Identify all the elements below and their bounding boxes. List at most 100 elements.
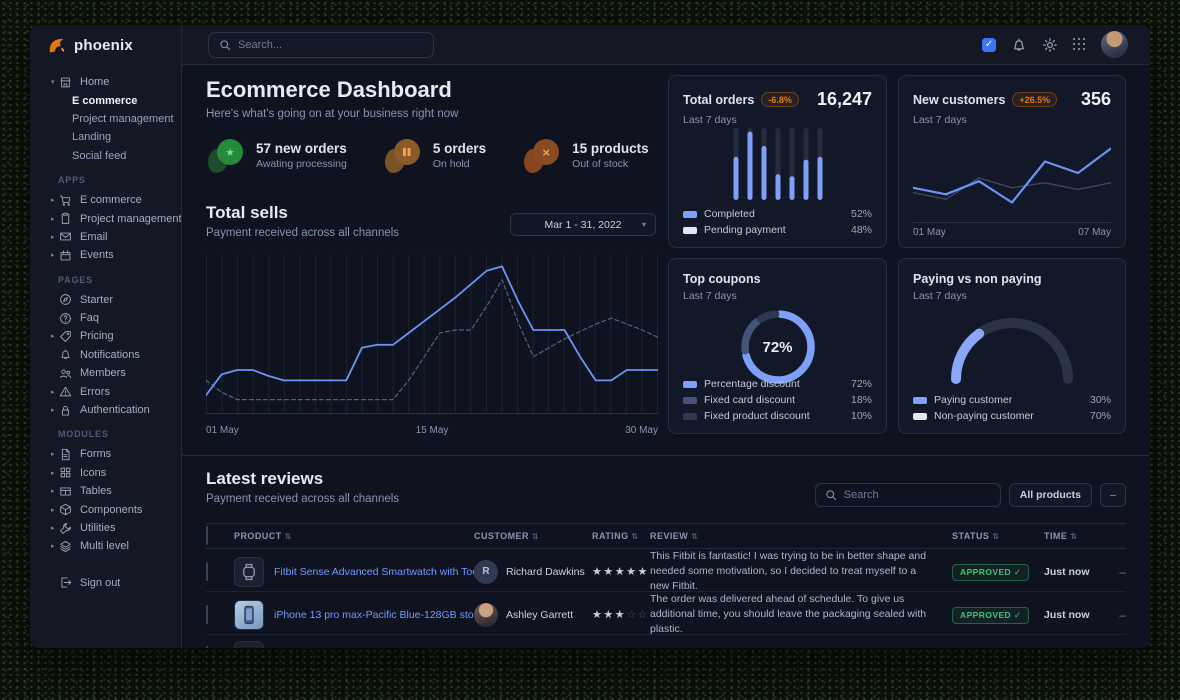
caret-right-icon: ▸ (51, 215, 55, 223)
sidebar-item-utilities[interactable]: ▸ Utilities (30, 519, 181, 537)
sidebar-item-pricing[interactable]: ▸ Pricing (30, 327, 181, 345)
row-menu[interactable]: – (1119, 607, 1126, 622)
card-title: Top coupons (683, 272, 761, 286)
customer-name: Richard Dawkins (506, 565, 585, 578)
page-title: Ecommerce Dashboard (206, 77, 452, 102)
stat-out-of-stock: × 15 products Out of stock (524, 137, 649, 173)
global-search[interactable] (208, 31, 434, 58)
sort-icon[interactable]: ⇅ (992, 532, 1000, 541)
column-header-rating[interactable]: RATING ⇅ (592, 531, 639, 541)
row-checkbox[interactable] (206, 604, 208, 624)
table-header-row: PRODUCT ⇅ CUSTOMER ⇅ RATING ⇅ REVIEW ⇅ STATUS ⇅ TI… (206, 523, 1126, 549)
new-customers-line-chart (911, 128, 1113, 220)
sidebar-item-email[interactable]: ▸ Email (30, 228, 181, 246)
sidebar-item-tables[interactable]: ▸ Tables (30, 482, 181, 500)
tag-icon (59, 330, 72, 343)
review-time: Just now (1044, 565, 1090, 578)
reviews-search-input[interactable] (843, 489, 991, 501)
caret-down-icon: ▾ (51, 79, 55, 87)
sidebar-item-faq[interactable]: Faq (30, 309, 181, 327)
user-avatar[interactable] (1101, 31, 1128, 58)
sort-icon[interactable]: ⇅ (284, 532, 292, 541)
customer-name: Ashley Garrett (506, 608, 574, 621)
sidebar-item-icons[interactable]: ▸ Icons (30, 464, 181, 482)
table-row: iPhone 13 pro max-Pacific Blue-128GB sto… (206, 592, 1126, 635)
legend-swatch (683, 396, 697, 404)
legend-swatch (683, 226, 697, 234)
sort-icon[interactable]: ⇅ (631, 532, 639, 541)
sort-icon[interactable]: ⇅ (691, 532, 699, 541)
row-menu[interactable]: – (1119, 564, 1126, 579)
sidebar-subitem-e-commerce[interactable]: E commerce (72, 94, 138, 107)
more-options-button[interactable]: – (1100, 483, 1126, 507)
sidebar-item-errors[interactable]: ▸ Errors (30, 382, 181, 400)
sidebar-item-forms[interactable]: ▸ Forms (30, 445, 181, 463)
legend-row: Fixed product discount 10% (683, 410, 872, 422)
review-time: Just now (1044, 608, 1090, 621)
legend-swatch (683, 380, 697, 388)
sidebar-item-label: Faq (80, 312, 99, 325)
customer-avatar (474, 602, 498, 627)
sort-icon[interactable]: ⇅ (1070, 532, 1078, 541)
legend-swatch (683, 412, 697, 420)
brand-name: phoenix (74, 36, 133, 54)
sidebar-subitem-landing[interactable]: Landing (72, 131, 112, 144)
sidebar-item-project-management[interactable]: ▸ Project management (30, 209, 181, 227)
card-title: Total orders (683, 92, 755, 107)
legend-value: 72% (850, 378, 872, 390)
checked-checkbox-icon[interactable]: ✓ (982, 37, 996, 52)
cancel-stat-icon: × (524, 137, 562, 173)
nav-section-label: MODULES (58, 429, 109, 440)
column-header-review[interactable]: REVIEW ⇅ (650, 531, 699, 541)
brand-logo[interactable]: phoenix (30, 25, 181, 65)
column-header-status[interactable]: STATUS ⇅ (952, 531, 1000, 541)
settings-gear-icon[interactable] (1042, 37, 1058, 53)
legend-value: 18% (850, 394, 872, 406)
sidebar-item-e-commerce[interactable]: ▸ E commerce (30, 191, 181, 209)
apps-grid-icon[interactable] (1073, 38, 1086, 51)
sidebar-item-events[interactable]: ▸ Events (30, 246, 181, 264)
caret-right-icon: ▸ (51, 506, 55, 514)
product-link[interactable]: iPhone 13 pro max-Pacific Blue-128GB sto… (274, 608, 474, 621)
sidebar-item-label: Utilities (80, 522, 116, 534)
sidebar-item-home[interactable]: ▾ Home (30, 73, 181, 91)
axis-label: 01 May (913, 227, 946, 238)
sidebar-item-authentication[interactable]: ▸ Authentication (30, 401, 181, 419)
sidebar-subitem-project-management[interactable]: Project management (72, 112, 174, 125)
search-icon (220, 39, 231, 50)
sidebar-item-components[interactable]: ▸ Components (30, 500, 181, 518)
all-products-button[interactable]: All products (1008, 483, 1092, 507)
sidebar-subitem-social-feed[interactable]: Social feed (72, 149, 127, 162)
stat-awating-processing: ★ 57 new orders Awating processing (208, 137, 347, 173)
select-all-checkbox[interactable] (206, 526, 208, 545)
axis-label: 15 May (415, 425, 449, 436)
product-thumbnail (234, 599, 264, 630)
legend-row: Percentage discount 72% (683, 378, 872, 390)
reviews-search[interactable] (814, 483, 1001, 507)
notifications-bell-icon[interactable] (1011, 37, 1027, 53)
lock-icon (59, 404, 72, 417)
pause-stat-icon (384, 137, 423, 173)
row-checkbox[interactable] (206, 561, 208, 581)
date-range-select[interactable]: Mar 1 - 31, 2022 ▾ (510, 213, 656, 236)
chart-legend: Percentage discount 72% Fixed card discoun… (683, 374, 872, 422)
column-header-product[interactable]: PRODUCT ⇅ (234, 531, 292, 541)
sort-icon[interactable]: ⇅ (531, 532, 540, 541)
column-header-time[interactable]: TIME ⇅ (1044, 531, 1078, 541)
product-link[interactable]: Fitbit Sense Advanced Smartwatch with To… (274, 565, 474, 578)
card-period: Last 7 days (913, 290, 967, 302)
sidebar-item-label: Members (80, 367, 126, 380)
row-checkbox[interactable] (206, 646, 208, 648)
stat-on-hold: 5 orders On hold (384, 137, 486, 173)
column-header-customer[interactable]: CUSTOMER ⇅ (474, 531, 540, 541)
sidebar-item-label: Pricing (80, 330, 114, 343)
caret-right-icon: ▸ (51, 488, 55, 496)
total-sells-title: Total sells (206, 203, 288, 222)
sidebar-item-sign-out[interactable]: Sign out (30, 574, 181, 592)
sidebar-item-members[interactable]: Members (30, 364, 181, 382)
sidebar-item-multi-level[interactable]: ▸ Multi level (30, 537, 181, 555)
search-input[interactable] (238, 38, 423, 51)
sidebar-item-starter[interactable]: Starter (30, 291, 181, 309)
warning-icon (59, 385, 72, 398)
sidebar-item-notifications[interactable]: Notifications (30, 346, 181, 364)
